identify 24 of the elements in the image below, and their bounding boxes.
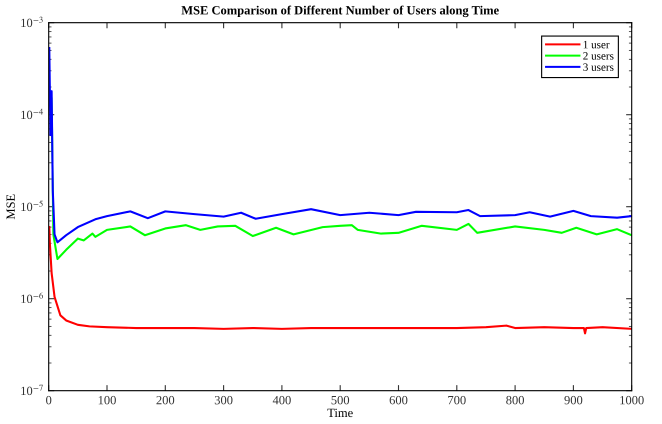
x-tick-label: 900 (564, 396, 582, 404)
x-axis-title: Time (327, 408, 353, 418)
legend-label: 3 users (583, 63, 614, 71)
y-tick-label: 10$^{−7}$ (21, 384, 43, 396)
y-tick-label: 10$^{−6}$ (21, 292, 43, 304)
y-tick-label: 10$^{−3}$ (21, 16, 43, 28)
x-tick-label: 600 (390, 396, 408, 404)
x-tick-label: 700 (448, 396, 466, 404)
y-tick-label: 10$^{−4}$ (21, 108, 44, 120)
x-tick-label: 200 (156, 396, 174, 404)
legend-label: 2 users (583, 52, 614, 60)
x-tick-label: 0 (46, 396, 52, 404)
line-series (48, 226, 632, 334)
y-tick-label: 10$^{−5}$ (21, 200, 43, 212)
chart-title: MSE Comparison of Different Number of Users along Time (181, 6, 499, 18)
x-tick-label: 300 (214, 396, 232, 404)
x-tick-label: 800 (506, 396, 524, 404)
legend-label: 1 user (584, 40, 610, 48)
y-axis-title: MSE (6, 194, 15, 220)
x-tick-label: 500 (332, 396, 350, 404)
x-tick-label: 100 (98, 396, 116, 404)
line-series (48, 47, 632, 244)
x-tick-label: 400 (272, 396, 291, 404)
x-tick-label: 1000 (620, 396, 644, 404)
